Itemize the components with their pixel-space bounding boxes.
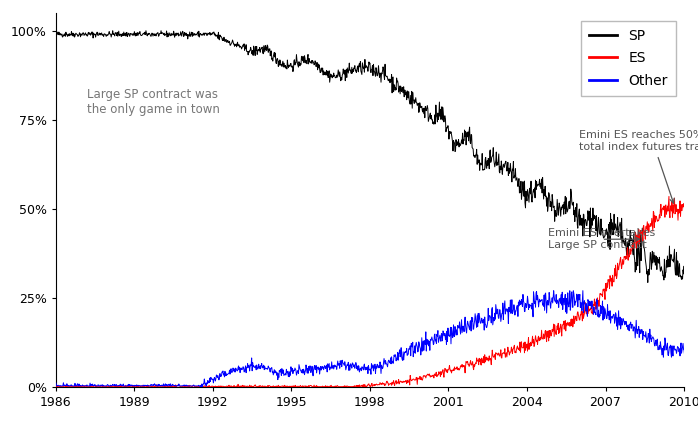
Text: Emini ES overtakes
Large SP contract: Emini ES overtakes Large SP contract <box>548 228 655 250</box>
Legend: SP, ES, Other: SP, ES, Other <box>581 21 676 96</box>
Text: Emini ES reaches 50% of
total index futures trading: Emini ES reaches 50% of total index futu… <box>579 130 698 203</box>
Text: Large SP contract was
the only game in town: Large SP contract was the only game in t… <box>87 88 220 116</box>
